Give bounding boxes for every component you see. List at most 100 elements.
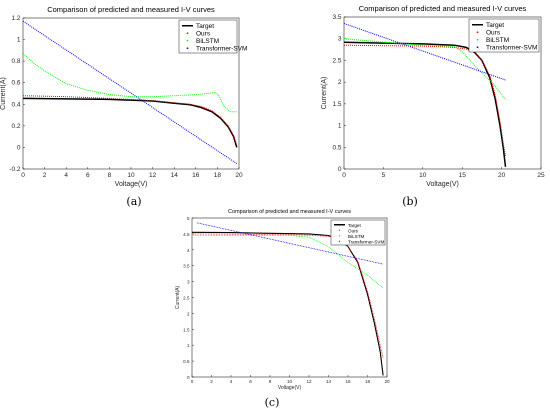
y-tick-label: 2.5 <box>332 57 341 64</box>
legend-label: BiLSTM <box>486 37 509 44</box>
legend-swatch <box>476 31 479 34</box>
series-line-bilstm <box>343 38 506 100</box>
x-tick-label: 8 <box>269 379 272 384</box>
legend-label: Target <box>348 223 361 228</box>
y-tick-label: 1 <box>338 123 342 130</box>
x-tick-label: 12 <box>149 172 157 179</box>
x-tick-label: 4 <box>64 172 68 179</box>
x-axis-label: Voltage(V) <box>115 181 148 188</box>
x-tick-label: 10 <box>419 172 427 179</box>
y-tick-label: -0.2 <box>9 166 21 173</box>
legend-swatch <box>338 235 341 237</box>
legend-swatch <box>338 229 341 231</box>
series-line-bilstm <box>22 53 237 113</box>
legend-swatch <box>186 47 189 50</box>
x-tick-label: 4 <box>230 379 233 384</box>
legend-swatch <box>186 32 189 35</box>
y-tick-label: 0.5 <box>183 359 190 364</box>
x-tick-label: 18 <box>365 379 371 384</box>
y-tick-label: 0.2 <box>11 123 20 130</box>
x-tick-label: 20 <box>498 172 506 179</box>
x-tick-label: 8 <box>108 172 112 179</box>
x-tick-label: 6 <box>249 379 252 384</box>
x-tick-label: 10 <box>287 379 293 384</box>
x-axis-label: Voltage(V) <box>278 385 302 391</box>
x-tick-label: 0 <box>21 172 25 179</box>
y-tick-label: 0 <box>17 144 21 151</box>
chart-title: Comparison of predicted and measured I-V… <box>228 209 351 215</box>
y-tick-label: 4 <box>187 248 190 253</box>
x-tick-label: 14 <box>326 379 332 384</box>
y-tick-label: 1 <box>187 343 190 348</box>
x-tick-label: 10 <box>127 172 135 179</box>
legend-swatch <box>338 240 341 242</box>
series-line-ours <box>22 95 238 146</box>
legend-label: Transformer-SVM <box>348 239 385 244</box>
y-tick-label: 3 <box>338 36 342 43</box>
legend-label: Ours <box>486 29 501 36</box>
x-tick-label: 2 <box>43 172 47 179</box>
chart-title: Comparison of predicted and measured I-V… <box>47 5 215 14</box>
legend-label: Transformer-SVM <box>196 45 247 52</box>
y-tick-label: 1.5 <box>183 327 190 332</box>
x-tick-label: 15 <box>459 172 467 179</box>
series-line-target <box>22 97 238 148</box>
legend-swatch <box>476 38 479 41</box>
x-tick-label: 16 <box>192 172 200 179</box>
x-tick-label: 5 <box>382 172 386 179</box>
x-tick-label: 14 <box>171 172 179 179</box>
legend-label: Ours <box>196 30 211 37</box>
legend-label: Target <box>196 23 214 30</box>
series-line-ours <box>343 44 506 157</box>
x-tick-label: 0 <box>342 172 346 179</box>
y-axis-label: Current(A) <box>0 77 7 110</box>
x-axis-label: Voltage(V) <box>426 181 459 188</box>
y-axis-label: Current(A) <box>175 285 181 309</box>
chart-2: 0 5 10 15 20 25 0 0.5 1 1.5 2 2.5 3 3.5 Voltage(V) Curr… <box>321 4 545 188</box>
y-tick-label: 2.5 <box>183 296 190 301</box>
legend-swatch <box>476 46 479 49</box>
x-tick-label: 2 <box>210 379 213 384</box>
x-tick-label: 12 <box>306 379 312 384</box>
legend-label: Target <box>486 22 504 29</box>
y-tick-label: 0 <box>338 166 342 173</box>
y-tick-label: 3.5 <box>183 264 190 269</box>
x-tick-label: 6 <box>86 172 90 179</box>
legend-swatch <box>186 39 189 42</box>
x-tick-label: 20 <box>384 379 390 384</box>
y-tick-label: 0.8 <box>11 58 20 65</box>
legend-label: Ours <box>348 228 359 233</box>
y-tick-label: 0.4 <box>11 101 20 108</box>
y-tick-label: 1.2 <box>11 15 20 22</box>
y-tick-label: 2 <box>187 311 190 316</box>
legend-label: BiLSTM <box>348 234 365 239</box>
chart-title: Comparison of predicted and measured I-V… <box>359 4 527 13</box>
caption-b: (b) <box>402 195 418 208</box>
y-tick-label: 0.5 <box>332 144 341 151</box>
y-tick-label: 4.5 <box>183 232 190 237</box>
y-tick-label: 2 <box>338 79 342 86</box>
legend-label: Transformer-SVM <box>486 44 537 51</box>
series-line-transformer-svm <box>343 23 506 81</box>
y-tick-label: 3 <box>187 280 190 285</box>
chart-1: 0 2 4 6 8 10 12 14 16 18 20-0.200.20.40.60.811.2Vo… <box>0 5 247 188</box>
caption-c: (c) <box>265 396 280 409</box>
x-tick-label: 20 <box>235 172 243 179</box>
series-line-ours <box>191 233 384 358</box>
y-tick-label: 0.6 <box>11 80 20 87</box>
legend-label: BiLSTM <box>196 38 219 45</box>
series-line-transformer-svm <box>22 20 238 165</box>
x-tick-label: 0 <box>191 379 194 384</box>
series-line-transformer-svm <box>196 222 384 265</box>
chart-3: 0 2 4 6 8 10 12 14 16 18 20 0 0.5 1 1.5 2 2.5 3 3.5 4 4.5 5 Vo… <box>175 209 390 391</box>
caption-a: (a) <box>126 195 141 208</box>
y-tick-label: 0 <box>187 375 190 380</box>
y-tick-label: 1.5 <box>332 101 341 108</box>
y-tick-label: 3.5 <box>332 14 341 21</box>
y-tick-label: 1 <box>17 37 21 44</box>
y-tick-label: 5 <box>187 216 190 221</box>
x-tick-label: 25 <box>537 172 545 179</box>
